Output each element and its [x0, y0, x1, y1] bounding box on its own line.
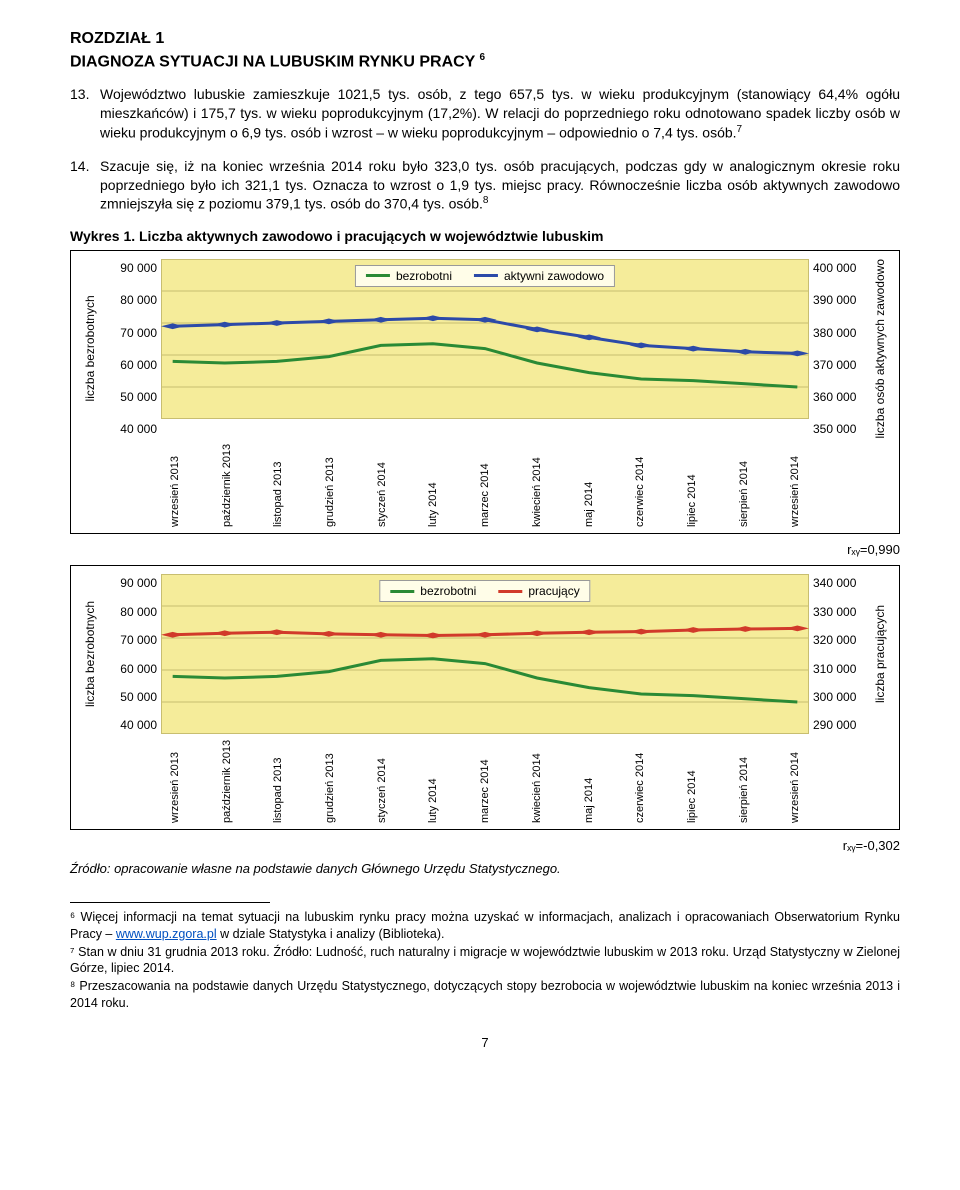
chart1-right-axis-label: liczba osób aktywnych zawodowo: [869, 259, 891, 438]
chart1-rxy: rₓᵧ=0,990: [70, 542, 900, 557]
chart1-right-ticks: 400 000390 000380 000370 000360 000350 0…: [809, 259, 869, 438]
chart2-rxy: rₓᵧ=-0,302: [70, 838, 900, 853]
chart2-legend: bezrobotni pracujący: [379, 580, 590, 602]
chart2-plot: bezrobotni pracujący: [161, 574, 809, 734]
list-number: 14.: [70, 157, 100, 214]
footnote-8: ⁸ Przeszacowania na podstawie danych Urz…: [70, 978, 900, 1011]
chart1-left-ticks: 90 00080 00070 00060 00050 00040 000: [101, 259, 161, 438]
chart1-x-labels: wrzesień 2013październik 2013listopad 20…: [149, 442, 821, 527]
footnote-6-link[interactable]: www.wup.zgora.pl: [116, 927, 217, 941]
chart1-left-axis-label: liczba bezrobotnych: [79, 259, 101, 438]
chapter-title: DIAGNOZA SYTUACJI NA LUBUSKIM RYNKU PRAC…: [70, 52, 900, 71]
footnote-7: ⁷ Stan w dniu 31 grudnia 2013 roku. Źród…: [70, 944, 900, 977]
chart-2-frame: liczba bezrobotnych 90 00080 00070 00060…: [70, 565, 900, 830]
footnote-ref-6: 6: [480, 52, 486, 63]
chart1-legend-1: aktywni zawodowo: [504, 269, 604, 283]
chart1-plot: bezrobotni aktywni zawodowo: [161, 259, 809, 419]
chart2-left-ticks: 90 00080 00070 00060 00050 00040 000: [101, 574, 161, 734]
chart-title: Wykres 1. Liczba aktywnych zawodowo i pr…: [70, 228, 900, 244]
paragraph-13-text: Województwo lubuskie zamieszkuje 1021,5 …: [100, 86, 900, 140]
footnote-6: ⁶ Więcej informacji na temat sytuacji na…: [70, 909, 900, 942]
footnote-ref-8: 8: [483, 195, 489, 206]
chart-1-frame: liczba bezrobotnych 90 00080 00070 00060…: [70, 250, 900, 534]
list-number: 13.: [70, 85, 100, 142]
paragraph-14: 14. Szacuje się, iż na koniec września 2…: [70, 157, 900, 214]
chart1-legend-0: bezrobotni: [396, 269, 452, 283]
page-number: 7: [70, 1035, 900, 1050]
chart2-right-axis-label: liczba pracujących: [869, 574, 891, 734]
footnote-ref-7: 7: [737, 124, 743, 135]
paragraph-13: 13. Województwo lubuskie zamieszkuje 102…: [70, 85, 900, 142]
chapter-number: ROZDZIAŁ 1: [70, 30, 900, 48]
chart2-legend-0: bezrobotni: [420, 584, 476, 598]
chart-source: Źródło: opracowanie własne na podstawie …: [70, 861, 900, 876]
chart2-left-axis-label: liczba bezrobotnych: [79, 574, 101, 734]
paragraph-14-text: Szacuje się, iż na koniec września 2014 …: [100, 158, 900, 212]
chapter-title-text: DIAGNOZA SYTUACJI NA LUBUSKIM RYNKU PRAC…: [70, 53, 480, 70]
chart2-legend-1: pracujący: [528, 584, 579, 598]
footnote-separator: [70, 902, 270, 903]
chart2-x-labels: wrzesień 2013październik 2013listopad 20…: [149, 738, 821, 823]
chart2-right-ticks: 340 000330 000320 000310 000300 000290 0…: [809, 574, 869, 734]
chart1-legend: bezrobotni aktywni zawodowo: [355, 265, 615, 287]
